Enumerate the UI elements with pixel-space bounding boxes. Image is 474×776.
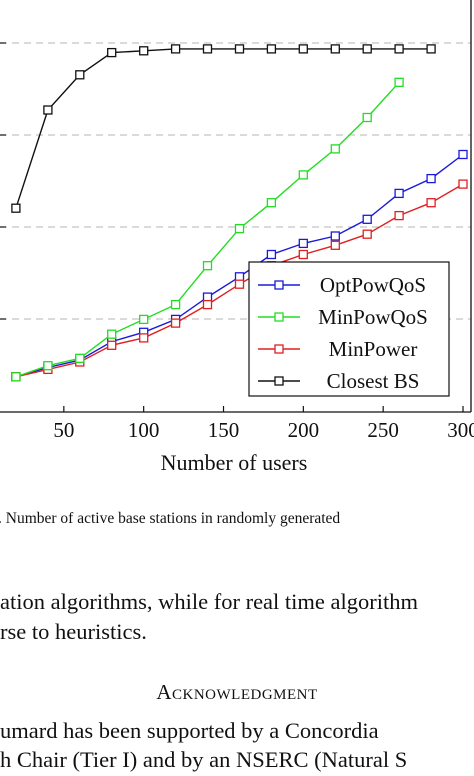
point-3-2 [75,70,85,80]
x-axis-label: Number of users [161,450,308,475]
legend-label-0: OptPowQoS [320,273,426,297]
point-3-10 [330,44,340,54]
legend-marker-1 [274,312,284,322]
point-0-11 [362,214,372,224]
x-tick-label-3: 200 [288,418,320,442]
legend-marker-2 [274,344,284,354]
point-0-12 [394,188,404,199]
point-1-10 [330,144,340,154]
point-1-7 [234,223,245,234]
x-tick-label-5: 300 [447,418,474,442]
point-1-8 [266,198,277,208]
point-2-6 [202,299,213,310]
point-2-3 [107,340,117,350]
figure-caption: . Number of active base stations in rand… [0,510,341,527]
x-tick-label-2: 150 [208,418,240,442]
body-text-line-2: rse to heuristics. [0,619,147,644]
ack-text-line-2: h Chair (Tier I) and by an NSERC (Natura… [0,747,408,772]
section-heading: Acknowledgment [0,680,474,705]
legend: OptPowQoS MinPowQoS MinPower Closest BS [248,261,450,397]
point-3-8 [266,44,277,54]
chart: 50 100 150 200 250 300 Number of users OptPow… [0,0,474,475]
point-3-1 [43,105,53,115]
body-text-line-1: ation algorithms, while for real time al… [0,589,419,614]
point-1-5 [170,299,181,310]
point-1-6 [202,261,213,271]
point-3-13 [426,44,436,54]
point-3-11 [362,44,372,54]
point-2-14 [458,179,468,189]
point-2-10 [330,240,340,250]
point-2-11 [362,229,372,239]
x-tick-label-1: 100 [128,418,160,442]
point-3-5 [170,44,181,54]
series-line-3 [15,48,432,209]
grid-lines [0,42,471,320]
x-tick-label-4: 250 [367,418,399,442]
point-1-0 [11,372,21,382]
x-tick-label-0: 50 [53,418,74,442]
legend-marker-3 [274,376,284,386]
x-ticks: 50 100 150 200 250 300 [53,406,474,442]
point-0-8 [266,249,277,260]
section-heading-text: Acknowledgment [156,680,318,704]
point-3-12 [394,44,404,54]
point-3-0 [11,203,21,213]
point-1-3 [107,329,117,339]
point-3-4 [139,46,149,56]
axes [0,0,472,413]
legend-label-1: MinPowQoS [318,305,428,329]
point-0-13 [426,173,436,184]
point-3-9 [298,44,308,54]
point-1-12 [394,77,404,87]
point-0-6 [202,292,213,302]
point-2-5 [170,318,181,328]
legend-label-2: MinPower [329,337,418,361]
point-2-12 [394,210,404,221]
point-1-2 [75,353,85,363]
point-3-3 [107,47,117,58]
point-3-7 [234,44,245,54]
ack-text-line-1: umard has been supported by a Concordia [0,718,379,743]
point-2-13 [426,198,436,208]
point-0-9 [298,238,308,249]
point-1-4 [139,314,149,325]
legend-marker-0 [274,280,284,290]
point-0-10 [330,231,340,241]
point-2-7 [234,279,245,289]
point-1-9 [298,170,308,180]
point-3-6 [202,44,213,54]
point-1-11 [362,112,372,123]
point-2-9 [298,249,308,260]
point-1-1 [43,361,53,371]
point-2-4 [139,333,149,343]
point-0-14 [458,149,468,160]
legend-label-3: Closest BS [327,369,420,393]
